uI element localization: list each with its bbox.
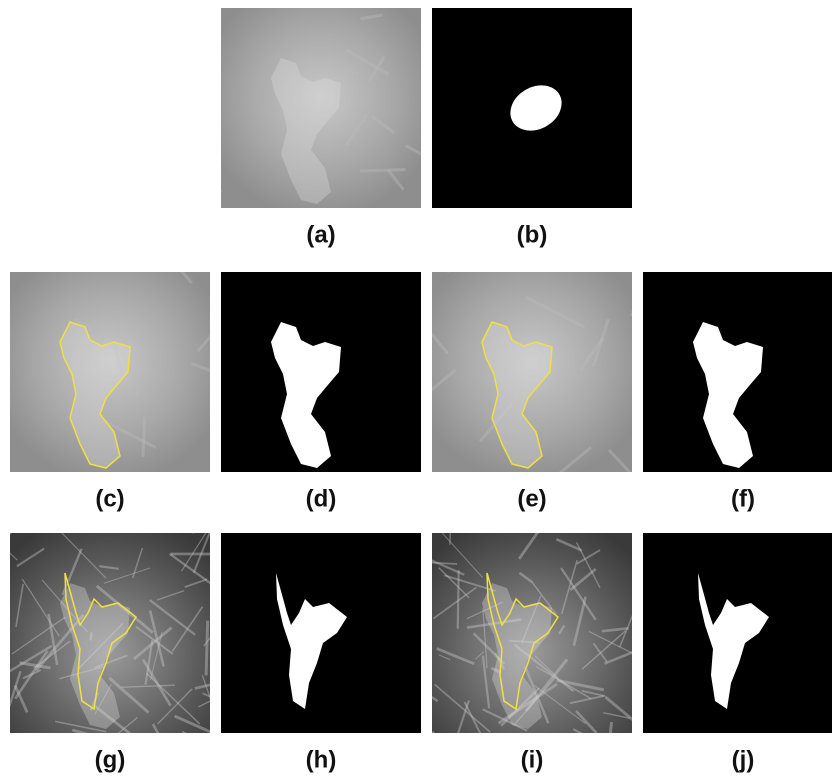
panel-label: (j) (732, 746, 755, 773)
texture-line (196, 157, 221, 192)
texture-line (458, 570, 459, 628)
texture-line (206, 621, 208, 676)
texture-line (150, 521, 194, 533)
panel-label: (i) (521, 746, 544, 773)
texture-line (137, 375, 138, 398)
panel-label: (h) (306, 746, 337, 773)
panel (391, 499, 662, 762)
panel (396, 240, 655, 499)
panel (643, 533, 832, 733)
panel-label: (d) (306, 485, 337, 512)
panel (221, 533, 421, 733)
texture-line (399, 732, 434, 749)
texture-line (0, 485, 10, 534)
panel-label: (g) (95, 746, 126, 773)
panel (221, 272, 421, 472)
texture-line (447, 240, 461, 272)
texture-line (360, 169, 405, 171)
panel-label: (f) (731, 485, 755, 512)
figure: (a) (b) (c) (d) (e) (f) (g) (h) (i) (j) (0, 0, 832, 778)
texture-line (143, 417, 145, 457)
panel (643, 272, 832, 472)
panel-label: (b) (517, 221, 548, 248)
panel-label: (c) (95, 485, 124, 512)
panel-label: (a) (306, 221, 335, 248)
panel (0, 485, 253, 765)
panel (432, 8, 632, 208)
texture-line (182, 732, 237, 764)
panel (10, 264, 235, 472)
panel-label: (e) (517, 485, 546, 512)
panel (196, 8, 423, 208)
